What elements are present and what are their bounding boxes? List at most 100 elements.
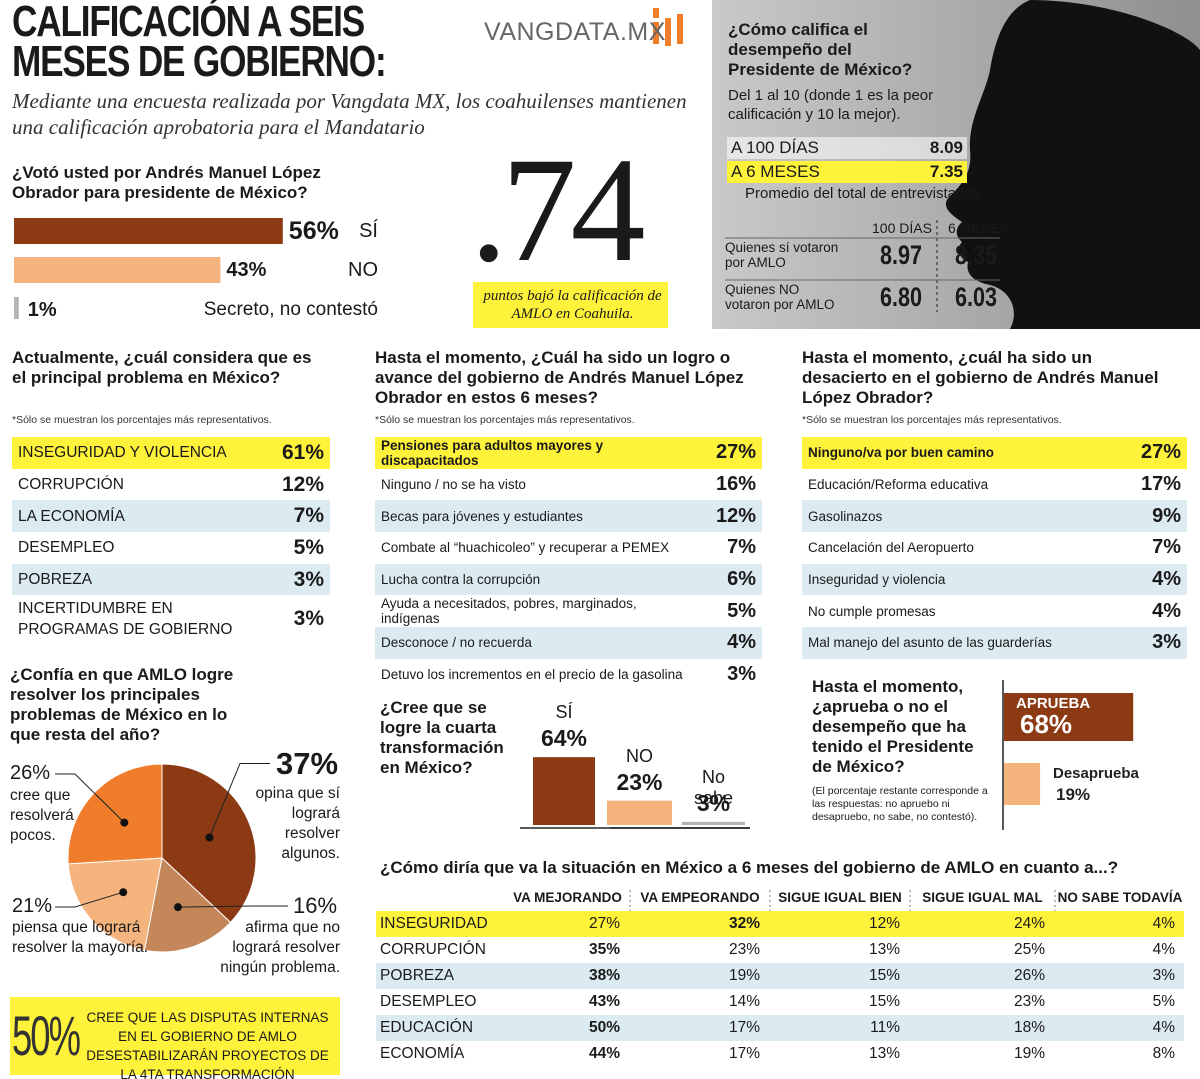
row-value: 61%	[281, 440, 324, 464]
bar	[682, 821, 745, 825]
value-label: 23%	[616, 768, 663, 795]
row-value: 3%	[727, 663, 756, 686]
cell: 13%	[868, 941, 900, 958]
row-label: Cancelación del Aeropuerto	[808, 540, 974, 556]
list-row: Becas para jóvenes y estudiantes 12%	[375, 500, 762, 533]
bar	[14, 297, 19, 319]
leader-dot	[205, 833, 214, 842]
leader-dot	[120, 818, 129, 827]
cell: 17%	[728, 1019, 760, 1036]
row-label: DESEMPLEO	[18, 539, 115, 557]
cell: 25%	[1013, 941, 1045, 958]
row-value: 3%	[293, 567, 324, 591]
value-label: 21%	[12, 895, 53, 917]
cell: 15%	[868, 993, 900, 1010]
cell: 18%	[1013, 1019, 1045, 1036]
list-row: INSEGURIDAD Y VIOLENCIA 61%	[12, 437, 330, 469]
row-label: Pensiones para adultos mayores y discapa…	[381, 437, 604, 468]
table-row	[376, 963, 1184, 989]
rating-value: 8.35	[955, 240, 998, 270]
row-label: EDUCACIÓN	[380, 1019, 474, 1036]
question: ¿Votó usted por Andrés Manuel López Obra…	[12, 163, 321, 202]
category-label: SÍ	[555, 702, 573, 723]
row-label: Desconoce / no recuerda	[381, 635, 532, 651]
caption: opina que sí logrará resolver algunos.	[255, 785, 340, 862]
row-label: Lucha contra la corrupción	[381, 572, 541, 588]
bar	[1004, 693, 1134, 741]
value-label: 26%	[10, 762, 51, 784]
row-label: Quienes sí votaron por AMLO	[725, 240, 839, 270]
cell: 38%	[588, 967, 620, 984]
rating-value: 8.97	[880, 240, 923, 270]
cell: 44%	[588, 1045, 620, 1062]
category-label: NO	[626, 745, 653, 766]
caption: puntos bajó la calificación de AMLO en C…	[483, 288, 662, 322]
row-label: Becas para jóvenes y estudiantes	[381, 508, 583, 524]
row-label: DESEMPLEO	[380, 993, 477, 1010]
silhouette	[945, 0, 1200, 329]
row-label: Combate al “huachicoleo” y recuperar a P…	[381, 540, 670, 556]
caption: piensa que logrará resolver la mayoría.	[12, 919, 149, 956]
value-label: 37%	[276, 746, 339, 781]
row-value: 12%	[281, 472, 324, 496]
note: *Sólo se muestran los porcentajes más re…	[802, 414, 1062, 426]
overall-row: A 100 DÍAS 8.09	[727, 137, 967, 159]
row-label: Quienes NO votaron por AMLO	[725, 282, 835, 312]
bar	[14, 218, 283, 244]
list-row: Lucha contra la corrupción 6%	[375, 563, 762, 596]
row-label: INSEGURIDAD Y VIOLENCIA	[18, 444, 227, 462]
cell: 27%	[588, 915, 620, 932]
column-header: 100 DÍAS	[872, 220, 932, 236]
bar	[1004, 763, 1041, 805]
list-row: Inseguridad y violencia 4%	[802, 563, 1187, 596]
cell: 14%	[728, 993, 760, 1010]
cell: 4%	[1152, 941, 1175, 958]
leader-line	[177, 905, 288, 908]
brand: VANGDATA.MX	[484, 18, 666, 46]
row-value: 27%	[715, 441, 756, 464]
row-value: 7%	[1152, 536, 1181, 559]
row-value: 9%	[1152, 504, 1181, 527]
cell: 13%	[868, 1045, 900, 1062]
row-value: 4%	[1152, 599, 1181, 622]
value-label: 3%	[696, 789, 731, 816]
cell: 50%	[588, 1019, 620, 1036]
question: Hasta el momento, ¿aprueba o no el desem…	[812, 677, 974, 776]
cell: 5%	[1152, 993, 1175, 1010]
bar	[533, 757, 595, 825]
category-label: NO	[348, 259, 378, 281]
row-label: ECONOMÍA	[380, 1045, 465, 1062]
list-row: Pensiones para adultos mayores y discapa…	[375, 437, 762, 469]
category-label: SÍ	[359, 220, 378, 242]
value-label: 64%	[540, 725, 588, 752]
question: ¿Cree que se logre la cuarta transformac…	[380, 698, 504, 777]
note: *Sólo se muestran los porcentajes más re…	[12, 414, 272, 426]
row-value: 4%	[1152, 568, 1181, 591]
row-label: CORRUPCIÓN	[18, 476, 124, 494]
list-row: Detuvo los incrementos en el precio de l…	[375, 658, 762, 691]
leader-line	[208, 763, 270, 838]
column-header: SIGUE IGUAL MAL	[922, 890, 1043, 905]
cell: 15%	[868, 967, 900, 984]
list-row: POBREZA 3%	[12, 563, 330, 596]
table-row	[376, 1015, 1184, 1041]
list-row: Ayuda a necesitados, pobres, marginados,…	[375, 595, 762, 628]
value-label: 68%	[1020, 709, 1073, 739]
row-label: Ayuda a necesitados, pobres, marginados,…	[381, 596, 637, 627]
table-row	[376, 989, 1184, 1015]
title: CALIFICACIÓN A SEIS MESES DE GOBIERNO:	[12, 0, 387, 86]
cell: 19%	[1013, 1045, 1045, 1062]
row-label: INSEGURIDAD	[380, 915, 488, 932]
list: Pensiones para adultos mayores y discapa…	[375, 437, 762, 691]
leader-dot	[173, 903, 182, 912]
category-label: Desaprueba	[1053, 765, 1139, 782]
row-value: 4%	[727, 631, 756, 654]
question: Hasta el momento, ¿cuál ha sido un desac…	[802, 348, 1159, 407]
list-row: Combate al “huachicoleo” y recuperar a P…	[375, 532, 762, 564]
row-value: 6%	[727, 568, 756, 591]
question: Actualmente, ¿cuál considera que es el p…	[12, 348, 312, 387]
question: ¿Cómo califica el desempeño del Presiden…	[728, 20, 913, 79]
row-value: 7%	[727, 536, 756, 559]
caption: CREE QUE LAS DISPUTAS INTERNAS EN EL GOB…	[86, 1010, 329, 1079]
